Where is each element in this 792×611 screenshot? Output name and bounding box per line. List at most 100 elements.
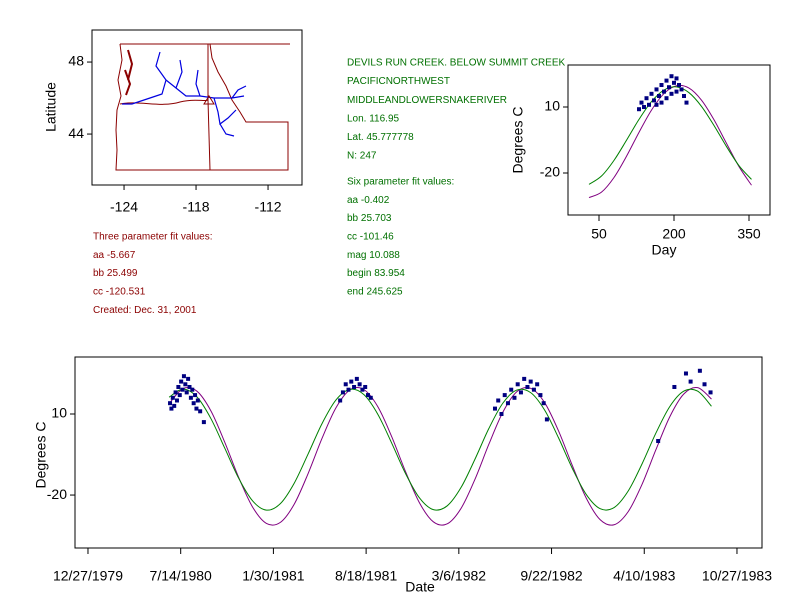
observation [188,395,193,400]
observation [649,91,654,96]
observation [176,384,181,389]
observation [496,398,501,403]
x-tick-label: 7/14/1980 [150,568,212,584]
observation [177,393,182,398]
observation [659,100,664,105]
observation [652,98,656,103]
observation [186,376,191,381]
observation [518,390,523,395]
x-tick-label: -118 [183,199,210,215]
x-tick-label: -124 [110,199,138,215]
observation [360,387,365,392]
station-line: Lon. 116.95 [347,113,400,124]
observation [657,94,661,99]
observation [683,371,688,376]
observation [697,368,702,373]
x-tick-label: 350 [737,226,761,242]
observation [522,376,527,381]
observation [654,102,659,107]
plot-frame [567,64,771,216]
x-tick-label: 1/30/1981 [242,568,304,584]
observation [674,76,679,81]
x-tick-label: 9/22/1982 [520,568,582,584]
station-line: MIDDLEANDLOWERSNAKERIVER [347,95,507,106]
station-info: DEVILS RUN CREEK. BELOW SUMMIT CREEK PACI… [93,58,566,316]
observation [664,96,669,101]
station-marker [203,95,215,105]
observation [346,387,351,392]
observation [174,398,179,403]
observation [198,409,203,414]
observation [667,85,671,90]
observation [642,105,646,110]
fit-curve [168,386,712,526]
observation [688,379,693,384]
observation [184,390,189,395]
three-param-line: bb 25.499 [93,268,138,279]
observation [340,390,345,395]
observation [664,78,669,83]
observation [708,390,713,395]
observation [193,393,198,398]
six-param-line: bb 25.703 [347,213,392,224]
six-param-line: begin 83.954 [347,268,405,279]
observation [180,387,185,392]
x-tick-label: 12/27/1979 [53,568,123,584]
observation [195,398,200,403]
observation [181,374,186,379]
observation [201,420,206,425]
observation [187,384,192,389]
observation [365,393,370,398]
observation [343,382,348,387]
map-y-label: Latitude [43,82,59,132]
x-tick-label: 3/6/1982 [432,568,487,584]
observation [352,384,357,389]
observation [179,379,184,384]
observation [190,387,195,392]
x-tick-label: 8/18/1981 [335,568,397,584]
station-line: N: 247 [347,151,377,162]
observation [672,80,676,85]
observation [183,382,188,387]
x-tick-label: -112 [255,199,282,215]
observation [659,83,664,88]
three-param-line: Created: Dec. 31, 2001 [93,305,197,316]
six-param-line: Six parameter fit values: [347,177,454,188]
map: Latitude [43,29,303,186]
observation [535,382,540,387]
station-line: Lat. 45.777778 [347,132,414,143]
observation [492,406,497,411]
observation [702,382,707,387]
six-param-line: mag 10.088 [347,250,400,261]
observation [172,403,177,408]
observation [672,384,677,389]
observation [505,401,510,406]
six-param-line: aa -0.402 [347,195,390,206]
observation [677,83,681,88]
observation [669,74,674,79]
y-tick-label: 48 [68,53,84,69]
observation [684,100,689,105]
y-tick-label: 10 [51,405,67,421]
observation [531,387,536,392]
x-axis-label: Date [405,579,435,595]
observation [354,376,359,381]
observation [349,379,354,384]
observation [363,384,368,389]
observation [502,393,507,398]
observation [499,412,504,417]
y-tick-label: 44 [68,125,84,141]
x-tick-label: 200 [662,226,686,242]
three-param-line: Three parameter fit values: [93,232,213,243]
y-axis-label: Degrees C [510,107,526,174]
observation [674,89,679,94]
y-tick-label: 10 [544,98,560,114]
x-axis-label: Day [652,242,677,258]
fit-curve [168,388,712,511]
observation [509,387,514,392]
state-borders [115,43,290,171]
six-param-line: end 245.625 [347,286,403,297]
observation [169,406,174,411]
observation [191,401,196,406]
